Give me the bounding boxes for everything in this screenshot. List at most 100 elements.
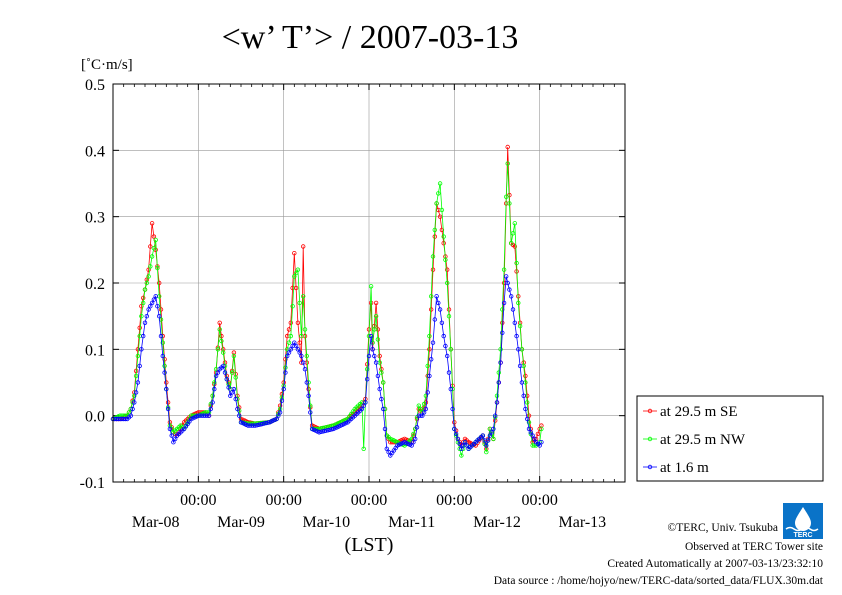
data-point xyxy=(453,431,459,437)
data-point xyxy=(539,440,544,445)
data-point xyxy=(425,363,430,369)
data-point xyxy=(430,340,436,345)
data-point xyxy=(439,227,445,233)
data-point xyxy=(450,406,455,412)
data-point xyxy=(372,327,377,332)
data-point xyxy=(233,375,238,380)
data-point xyxy=(409,443,414,448)
data-point xyxy=(423,406,429,412)
data-point xyxy=(411,431,416,437)
data-point xyxy=(292,250,297,256)
data-point xyxy=(434,201,439,206)
data-point xyxy=(140,295,146,301)
data-point xyxy=(135,353,141,359)
data-point xyxy=(413,436,418,442)
data-point xyxy=(498,347,503,352)
credit-created: Created Automatically at 2007-03-13/23:3… xyxy=(607,558,823,570)
data-point xyxy=(411,440,416,445)
data-point xyxy=(494,400,500,405)
data-point xyxy=(459,446,464,451)
data-point xyxy=(418,413,423,418)
series-layer xyxy=(110,144,544,458)
data-point xyxy=(149,221,155,226)
legend-box xyxy=(636,395,824,482)
series-line xyxy=(112,163,542,458)
data-point xyxy=(286,327,292,332)
x-tick-label: 00:00 xyxy=(436,492,472,509)
data-point xyxy=(229,390,235,395)
series-1 xyxy=(110,144,544,451)
data-point xyxy=(130,406,135,412)
y-tick-label: 0.0 xyxy=(85,409,105,426)
data-point xyxy=(133,373,139,379)
data-point xyxy=(464,443,469,448)
data-point xyxy=(151,234,157,239)
data-point xyxy=(432,227,437,233)
data-point xyxy=(418,406,423,412)
data-point xyxy=(366,353,372,359)
data-point xyxy=(429,307,434,312)
data-point xyxy=(427,333,432,339)
data-point xyxy=(295,320,301,325)
data-point xyxy=(146,307,151,312)
data-point xyxy=(427,373,432,379)
data-point xyxy=(292,274,297,279)
data-point xyxy=(379,370,384,375)
data-point xyxy=(457,441,462,447)
legend-marker xyxy=(647,464,653,470)
data-point xyxy=(204,413,210,418)
data-point xyxy=(206,413,212,418)
data-point xyxy=(171,440,176,445)
data-point xyxy=(142,320,148,325)
data-point xyxy=(276,413,281,418)
data-point xyxy=(363,400,368,405)
data-point xyxy=(501,267,507,272)
data-point xyxy=(162,363,167,369)
data-point xyxy=(514,260,519,266)
data-point xyxy=(299,333,304,339)
data-point xyxy=(304,380,309,385)
y-tick-label: 0.2 xyxy=(85,276,105,293)
data-point xyxy=(301,294,306,299)
plot-frame xyxy=(112,83,626,483)
data-point xyxy=(539,426,544,432)
data-point xyxy=(517,363,523,369)
data-point xyxy=(504,274,509,279)
data-point xyxy=(425,390,430,395)
data-point xyxy=(361,446,366,451)
data-point xyxy=(414,425,420,430)
data-point xyxy=(485,438,491,443)
data-point xyxy=(432,317,437,322)
data-point xyxy=(142,287,148,292)
data-point xyxy=(126,410,132,415)
data-point xyxy=(210,393,215,398)
data-point xyxy=(421,410,427,415)
data-point xyxy=(379,396,384,402)
series-2 xyxy=(110,161,544,458)
data-point xyxy=(484,449,489,455)
data-point xyxy=(156,280,162,286)
data-point xyxy=(430,267,436,272)
data-point xyxy=(509,240,514,246)
data-point xyxy=(149,254,155,259)
data-point xyxy=(519,380,525,385)
data-point xyxy=(231,353,237,359)
data-point xyxy=(505,280,510,286)
data-point xyxy=(172,436,178,442)
data-point xyxy=(208,406,213,412)
data-point xyxy=(436,300,441,306)
data-point xyxy=(283,370,288,375)
data-point xyxy=(382,426,388,432)
data-point xyxy=(528,430,533,435)
data-point xyxy=(148,264,153,269)
data-point xyxy=(133,390,139,395)
data-point xyxy=(523,373,528,379)
data-point xyxy=(148,304,153,309)
y-tick-label: 0.1 xyxy=(85,342,105,359)
data-point xyxy=(462,440,468,445)
x-tick-label: 00:00 xyxy=(521,492,557,509)
data-point xyxy=(381,406,386,412)
data-point xyxy=(420,413,425,418)
data-point xyxy=(304,353,309,359)
data-point xyxy=(219,338,224,344)
